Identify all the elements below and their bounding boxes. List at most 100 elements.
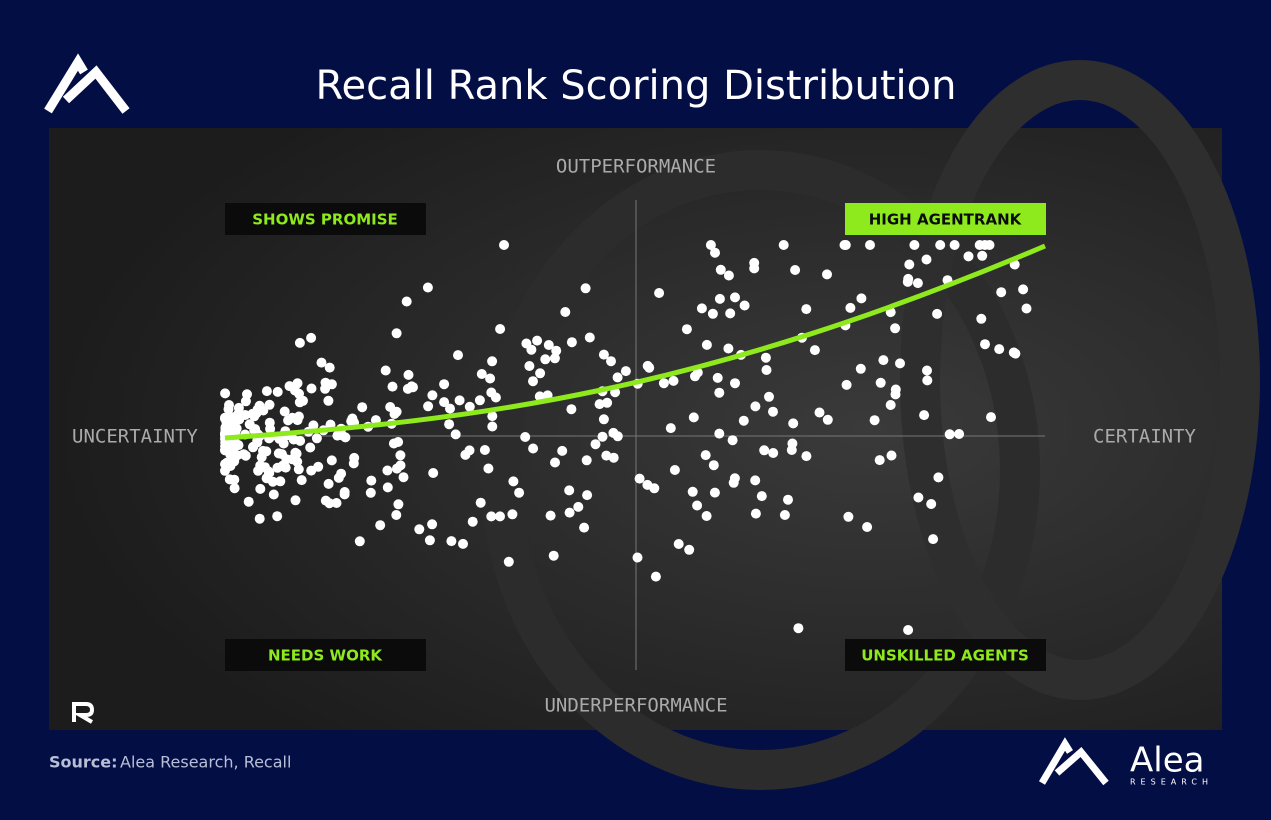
dot [885,400,896,410]
bg-ring [900,60,1260,700]
dot [534,391,545,402]
dot [272,511,283,522]
dot [822,414,833,425]
dot [279,406,290,417]
dot [681,324,692,335]
dot [701,339,712,350]
dot [895,358,905,369]
dot [311,433,322,444]
dot [543,340,554,350]
dot [650,571,661,582]
dot [579,522,590,533]
dot [393,499,404,510]
dot [935,240,946,250]
dot [294,397,305,408]
dot [584,332,595,343]
dot [290,447,301,458]
dot [233,408,244,419]
dot [963,251,974,262]
dot [479,445,490,455]
dot [306,383,317,394]
dot [890,389,901,400]
dot [349,452,360,463]
dot [1008,347,1019,358]
dot [550,457,560,468]
dot [902,276,913,287]
dot [779,510,790,520]
dot [388,438,399,449]
quadrant-label: UNSKILLED AGENTS [861,647,1029,665]
dot [606,356,616,367]
dot [688,412,699,423]
dot [483,463,494,474]
dot [980,339,990,350]
dot [395,450,406,461]
dot [909,240,920,250]
dot [801,451,812,462]
dot [749,257,760,268]
dot [391,510,402,520]
axis-label: UNCERTAINTY [72,426,198,448]
axis-label: CERTAINTY [1093,426,1197,448]
dot [564,507,575,518]
dot [294,388,304,399]
dot [922,365,932,376]
dot [903,625,914,635]
dot [250,424,261,435]
dot [890,323,901,334]
trend-curve [224,243,1046,441]
dot [581,455,592,466]
dot [535,368,546,379]
dot [324,362,335,373]
logo-bottom [1038,737,1109,786]
dot [725,308,736,319]
dot [439,379,450,390]
dot [764,391,774,402]
dot [490,392,501,403]
dot [760,352,771,363]
dot [333,472,344,483]
dot [949,240,960,250]
dot [687,486,698,497]
dot [705,240,716,250]
dot [391,328,402,339]
dot [243,496,254,507]
dot [855,363,866,374]
dot [487,411,498,422]
dot [739,300,750,311]
dot [275,476,286,487]
dot [933,472,944,483]
dot [249,411,260,422]
dot [401,296,412,307]
dot [668,375,679,386]
dot [380,365,391,376]
dot [423,401,434,412]
dot [294,337,305,348]
dot [293,464,304,475]
dot [323,478,334,489]
dot [598,414,609,425]
dot [486,511,497,522]
dot [320,377,331,388]
quadrant-box [845,203,1046,235]
dot [712,372,723,383]
brand: Alea [1130,741,1204,781]
dot [642,479,653,490]
dot [564,485,575,496]
dot [976,313,987,324]
dot [996,287,1007,298]
dot [869,415,880,426]
dot [573,501,584,512]
dot [977,250,988,261]
dot [255,483,266,494]
dot [387,381,398,392]
dot [287,412,298,423]
dot [580,283,591,294]
dot [520,432,531,442]
dot [632,552,643,563]
dot [878,355,889,366]
brand-sub: RESEARCH [1130,778,1213,787]
dot [700,450,711,461]
dot [487,421,498,432]
